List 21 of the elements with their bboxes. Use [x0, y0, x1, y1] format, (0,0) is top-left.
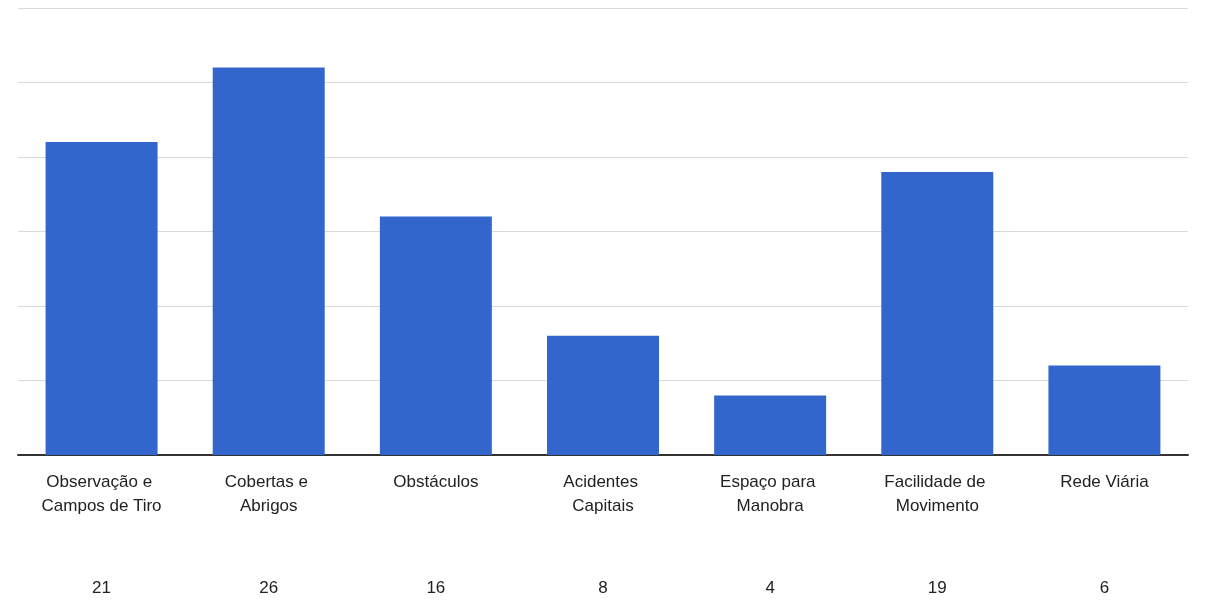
bar — [212, 67, 325, 455]
data-label: 16 — [426, 578, 446, 597]
x-tick-label: Facilidade de Movimento — [884, 471, 991, 515]
data-label: 8 — [598, 578, 608, 597]
x-tick-label: Obstáculos — [393, 471, 479, 491]
bar — [45, 142, 158, 455]
bar — [714, 395, 827, 455]
data-label: 19 — [927, 578, 947, 597]
data-label: 26 — [259, 578, 279, 597]
data-label: 4 — [765, 578, 775, 597]
x-tick-label: Espaço para Manobra — [720, 471, 821, 515]
x-tick-label: Observação e Campos de Tiro — [41, 471, 162, 515]
x-tick-label: Cobertas e Abrigos — [224, 471, 313, 515]
data-label: 21 — [92, 578, 112, 597]
x-tick-label: Acidentes Capitais — [563, 471, 643, 515]
data-label: 6 — [1099, 578, 1110, 597]
bar — [881, 171, 994, 455]
bar — [1048, 365, 1161, 455]
bar — [379, 216, 492, 455]
bar — [547, 335, 659, 455]
x-tick-label: Rede Viária — [1060, 471, 1150, 491]
